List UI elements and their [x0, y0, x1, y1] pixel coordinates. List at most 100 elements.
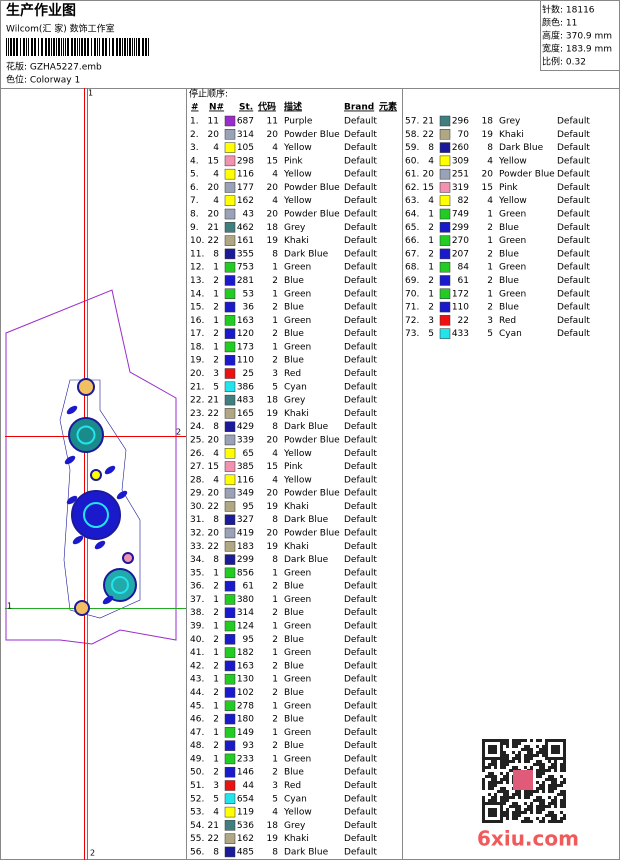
description: Dark Blue: [284, 249, 329, 259]
stitches: 161: [237, 236, 254, 246]
description: Green: [284, 289, 311, 299]
description: Cyan: [284, 382, 307, 392]
code: 1: [272, 316, 278, 326]
qr-module: [527, 793, 530, 796]
code: 2: [487, 303, 493, 313]
code: 5: [272, 382, 278, 392]
qr-module: [560, 802, 563, 805]
row-index: 25.: [190, 435, 204, 445]
swatch: [224, 700, 236, 712]
needle: 1: [213, 342, 219, 352]
qr-module: [518, 739, 521, 742]
needle: 1: [213, 289, 219, 299]
swatch: [224, 155, 236, 167]
bar-stripe: [67, 38, 69, 56]
row-index: 50.: [190, 768, 204, 778]
qr-module: [539, 820, 542, 823]
qr-module: [485, 820, 488, 823]
qr-module: [491, 808, 494, 811]
code: 19: [267, 409, 279, 419]
bar-stripe: [81, 38, 83, 56]
stitches: 120: [237, 329, 254, 339]
bar-stripe: [116, 38, 118, 56]
code: 2: [487, 249, 493, 259]
brand: Default: [344, 595, 377, 605]
qr-module: [518, 790, 521, 793]
qr-module: [482, 778, 485, 781]
stitches: 429: [237, 422, 254, 432]
row-index: 12.: [190, 263, 204, 273]
qr-module: [488, 766, 491, 769]
needle: 4: [213, 449, 219, 459]
swatch: [439, 261, 451, 273]
bar-stripe: [20, 38, 21, 56]
stitches: 319: [452, 183, 469, 193]
brand: Default: [557, 117, 590, 127]
qr-module: [563, 745, 566, 748]
code: 2: [272, 688, 278, 698]
qr-module: [482, 814, 485, 817]
qr-module: [500, 799, 503, 802]
code: 5: [272, 794, 278, 804]
needle: 22: [208, 502, 219, 512]
description: Green: [284, 595, 311, 605]
qr-module: [530, 751, 533, 754]
qr-module: [551, 763, 554, 766]
row-index: 4.: [190, 156, 199, 166]
qr-module: [554, 814, 557, 817]
row-index: 13.: [190, 276, 204, 286]
brand: Default: [344, 847, 377, 857]
qr-module: [494, 796, 497, 799]
brand: Default: [344, 675, 377, 685]
description: Yellow: [283, 143, 312, 153]
row-index: 20.: [190, 369, 204, 379]
brand: Default: [557, 263, 590, 273]
qr-module: [512, 814, 515, 817]
qr-module: [554, 778, 557, 781]
stat: 针数: 18116: [542, 4, 595, 16]
qr-module: [494, 808, 497, 811]
swatch: [439, 168, 451, 180]
qr-module: [542, 763, 545, 766]
stitches: 207: [452, 249, 469, 259]
swatch: [224, 607, 236, 618]
stitches: 749: [452, 210, 469, 220]
qr-module: [539, 787, 542, 790]
row-index: 28.: [190, 475, 204, 485]
description: Yellow: [283, 475, 312, 485]
qr-module: [560, 739, 563, 742]
needle: 21: [208, 223, 219, 233]
brand: Default: [344, 528, 377, 538]
qr-module: [491, 784, 494, 787]
code: 1: [272, 701, 278, 711]
qr-module: [539, 772, 542, 775]
row-index: 29.: [190, 489, 204, 499]
code: 8: [272, 555, 278, 565]
qr-module: [563, 793, 566, 796]
qr-module: [563, 757, 566, 760]
description: Powder Blue: [284, 210, 340, 220]
stitches: 355: [237, 249, 254, 259]
needle: 1: [428, 236, 434, 246]
row-index: 36.: [190, 582, 204, 592]
description: Khaki: [284, 236, 309, 246]
stitches: 173: [237, 342, 254, 352]
row-index: 60.: [405, 156, 419, 166]
code: 20: [267, 435, 279, 445]
swatch: [224, 793, 236, 805]
row-index: 35.: [190, 568, 204, 578]
bar-stripe: [84, 38, 86, 56]
qr-module: [524, 817, 527, 820]
qr-module: [560, 769, 563, 772]
qr-module: [539, 802, 542, 805]
qr-module: [518, 742, 521, 745]
stitches: 309: [452, 156, 469, 166]
bar-stripe: [58, 38, 60, 56]
row-index: 63.: [405, 196, 419, 206]
needle: 15: [208, 462, 219, 472]
qr-module: [488, 739, 491, 742]
needle: 3: [213, 781, 219, 791]
swatch: [224, 115, 236, 127]
qr-module: [494, 745, 497, 748]
qr-module: [530, 739, 533, 742]
